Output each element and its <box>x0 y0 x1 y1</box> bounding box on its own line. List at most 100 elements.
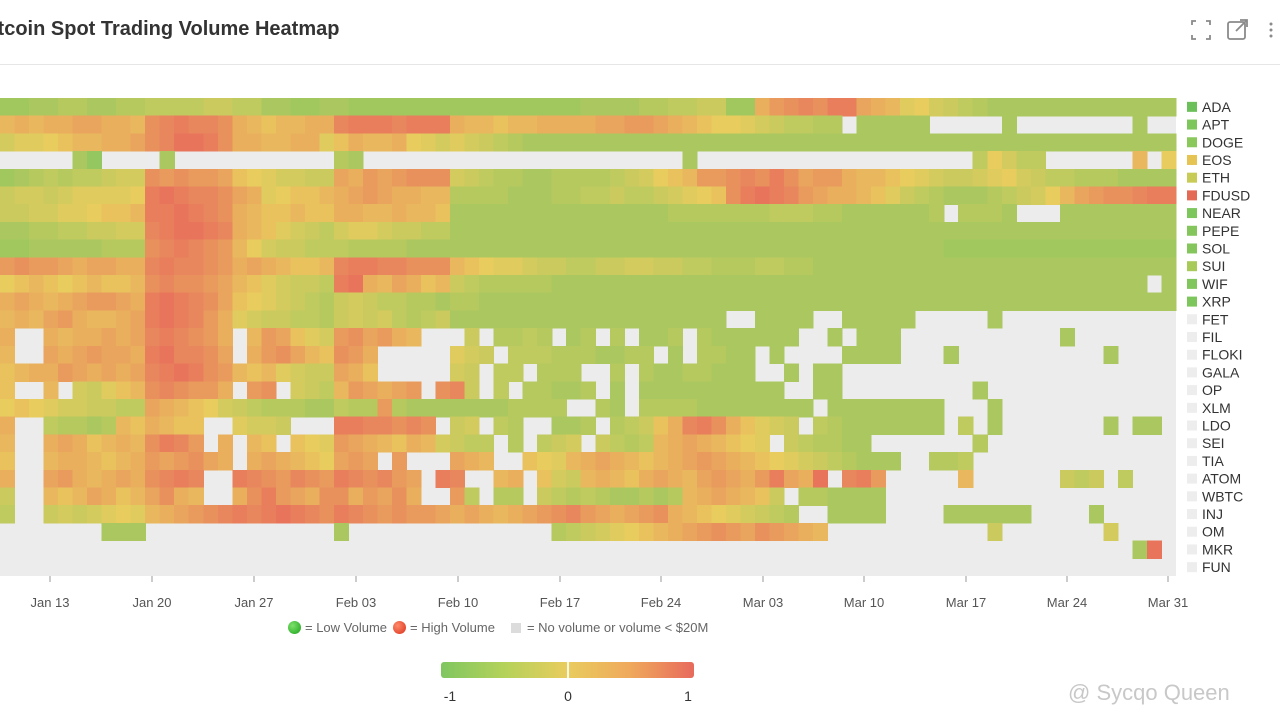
heatmap-cell <box>479 257 495 276</box>
heatmap-cell <box>72 168 88 188</box>
heatmap-cell <box>58 505 74 524</box>
heatmap-cell <box>101 292 117 312</box>
heatmap-cell <box>188 275 204 294</box>
heatmap-cell <box>493 204 509 223</box>
heatmap-cell <box>493 381 509 400</box>
heatmap-cell <box>754 487 771 506</box>
heatmap-cell <box>580 221 596 241</box>
heatmap-cell <box>261 328 277 347</box>
heatmap-cell <box>958 275 974 294</box>
heatmap-cell <box>72 275 88 294</box>
heatmap-cell <box>624 310 640 329</box>
heatmap-cell <box>72 133 88 152</box>
heatmap-cell <box>842 345 858 365</box>
heatmap-cell <box>377 98 393 117</box>
heatmap-cell <box>508 487 524 506</box>
heatmap-cell <box>522 292 538 312</box>
heatmap-cell <box>725 115 742 134</box>
heatmap-cell <box>638 345 654 365</box>
heatmap-cell <box>203 204 219 223</box>
heatmap-cell <box>1059 239 1075 258</box>
heatmap-cell <box>246 505 262 524</box>
heatmap-cell <box>624 133 640 152</box>
heatmap-cell <box>595 452 611 471</box>
heatmap-cell <box>290 292 306 312</box>
heatmap-cell <box>217 345 233 365</box>
heatmap-cell <box>595 292 611 312</box>
heatmap-cell <box>333 115 350 134</box>
heatmap-cell <box>856 469 872 489</box>
heatmap-cell <box>769 469 785 489</box>
heatmap-cell <box>130 434 146 453</box>
heatmap-cell <box>827 398 843 418</box>
heatmap-cell <box>580 469 596 489</box>
heatmap-cell <box>725 345 742 365</box>
heatmap-cell <box>116 416 132 435</box>
heatmap-cell <box>1016 292 1032 312</box>
heatmap-cell <box>696 275 713 294</box>
row-legend-swatch <box>1187 402 1197 413</box>
heatmap-cell <box>406 328 422 347</box>
heatmap-cell <box>377 416 393 435</box>
row-legend-swatch <box>1187 562 1197 573</box>
heatmap-cell <box>624 221 640 241</box>
heatmap-cell <box>406 469 422 489</box>
heatmap-cell <box>1103 168 1119 188</box>
heatmap-cell <box>1001 292 1017 312</box>
more-vertical-icon[interactable] <box>1264 16 1278 44</box>
heatmap-cell <box>319 363 335 382</box>
heatmap-cell <box>14 221 30 241</box>
heatmap-cell <box>246 115 262 134</box>
heatmap-cell <box>116 505 132 524</box>
heatmap-cell <box>406 115 422 134</box>
heatmap-cell <box>232 469 248 489</box>
heatmap-cell <box>377 275 393 294</box>
heatmap-cell <box>1146 221 1163 241</box>
heatmap-cell <box>232 186 248 205</box>
heatmap-cell <box>362 363 379 382</box>
heatmap-cell <box>566 98 582 117</box>
heatmap-cell <box>450 115 466 134</box>
heatmap-cell <box>667 257 683 276</box>
heatmap-cell <box>711 239 727 258</box>
heatmap-cell <box>740 363 756 382</box>
heatmap-cell <box>653 239 669 258</box>
heatmap-cell <box>392 115 408 134</box>
heatmap-cell <box>508 133 524 152</box>
heatmap-cell <box>232 505 248 524</box>
heatmap-cell <box>784 363 800 382</box>
heatmap-cell <box>479 398 495 418</box>
heatmap-cell <box>1001 186 1017 205</box>
heatmap-cell <box>275 133 291 152</box>
x-tick-label: Feb 24 <box>641 595 681 610</box>
heatmap-cell <box>813 239 829 258</box>
heatmap-cell <box>537 186 553 205</box>
heatmap-cell <box>1030 98 1046 117</box>
heatmap-cell <box>958 505 974 524</box>
heatmap-cell <box>769 345 785 365</box>
heatmap-cell <box>1161 133 1177 152</box>
row-legend-swatch <box>1187 420 1197 431</box>
heatmap-cell <box>1016 239 1032 258</box>
heatmap-cell <box>638 115 654 134</box>
heatmap-cell <box>43 257 59 276</box>
heatmap-cell <box>275 168 291 188</box>
heatmap-cell <box>217 452 233 471</box>
heatmap-cell <box>711 115 727 134</box>
heatmap-cell <box>914 204 930 223</box>
heatmap-cell <box>609 239 625 258</box>
heatmap-cell <box>188 469 204 489</box>
external-link-icon[interactable] <box>1224 16 1250 44</box>
heatmap-cell <box>624 257 640 276</box>
heatmap-cell <box>885 452 901 471</box>
expand-icon[interactable] <box>1188 16 1214 44</box>
heatmap-cell <box>653 505 669 524</box>
row-legend-swatch <box>1187 367 1197 378</box>
heatmap-cell <box>551 292 567 312</box>
heatmap-cell <box>479 345 495 365</box>
heatmap-cell <box>174 505 190 524</box>
heatmap-cell <box>116 345 132 365</box>
heatmap-cell <box>1117 275 1134 294</box>
heatmap-cell <box>871 133 887 152</box>
heatmap-cell <box>1030 221 1046 241</box>
